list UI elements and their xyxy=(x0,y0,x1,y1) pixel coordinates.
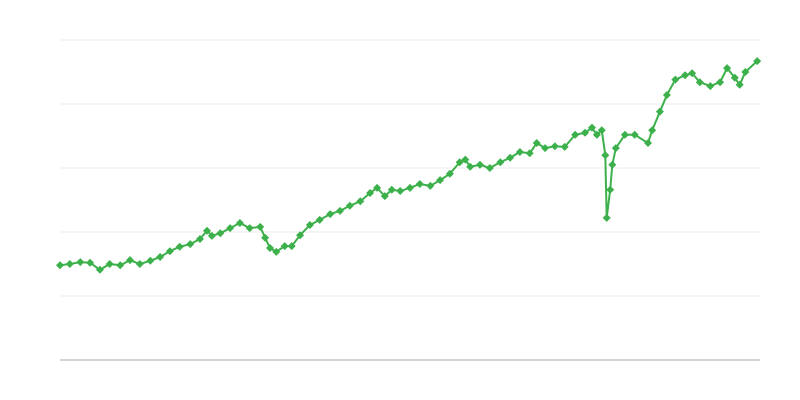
data-point-marker xyxy=(550,142,559,151)
series-line xyxy=(59,60,758,271)
data-point-marker xyxy=(525,149,534,158)
data-point-marker xyxy=(608,160,617,169)
data-point-marker xyxy=(326,210,335,219)
data-point-marker xyxy=(345,201,354,210)
data-point-marker xyxy=(175,242,184,251)
data-point-marker xyxy=(135,260,144,268)
data-point-marker xyxy=(256,222,265,231)
data-point-marker xyxy=(272,247,281,256)
data-point-marker xyxy=(126,256,134,265)
data-point-marker xyxy=(671,75,680,84)
data-point-marker xyxy=(753,57,762,66)
data-point-marker xyxy=(146,256,155,265)
gridlines xyxy=(60,39,760,297)
data-point-marker xyxy=(116,261,125,270)
data-point-marker xyxy=(606,185,615,194)
data-point-marker xyxy=(597,126,606,135)
data-point-marker xyxy=(207,231,216,240)
data-point-marker xyxy=(336,206,344,215)
data-point-marker xyxy=(287,242,296,251)
data-point-marker xyxy=(165,247,174,256)
data-point-marker xyxy=(620,130,629,139)
data-point-marker xyxy=(203,226,211,235)
data-point-marker xyxy=(356,197,365,206)
data-point-marker xyxy=(662,91,671,100)
data-point-marker xyxy=(485,164,494,172)
data-point-marker xyxy=(735,80,744,89)
data-point-marker xyxy=(387,185,396,194)
data-point-marker xyxy=(86,258,95,267)
data-point-marker xyxy=(65,260,74,268)
data-point-marker xyxy=(436,176,445,185)
data-point-marker xyxy=(373,183,382,192)
data-point-marker xyxy=(560,142,569,151)
data-point-marker xyxy=(644,139,652,148)
data-point-marker xyxy=(655,107,664,116)
data-point-marker xyxy=(461,155,470,164)
data-point-marker xyxy=(515,148,524,156)
data-point-marker xyxy=(532,139,541,148)
data-point-marker xyxy=(602,213,611,222)
data-point-marker xyxy=(648,126,657,135)
data-point-marker xyxy=(706,82,715,91)
data-point-marker xyxy=(723,64,732,73)
data-point-marker xyxy=(741,68,750,76)
data-point-marker xyxy=(688,69,697,78)
data-point-marker xyxy=(406,183,414,192)
data-point-marker xyxy=(466,162,475,171)
data-point-marker xyxy=(496,158,505,167)
data-point-marker xyxy=(695,78,704,87)
data-point-marker xyxy=(196,235,204,244)
data-point-marker xyxy=(611,144,620,153)
data-point-marker xyxy=(56,261,64,270)
data-point-marker xyxy=(105,260,114,268)
data-point-marker xyxy=(261,233,270,242)
data-point-marker xyxy=(445,169,454,178)
data-point-marker xyxy=(581,128,589,137)
data-point-marker xyxy=(716,78,725,87)
data-point-marker xyxy=(415,180,424,188)
data-point-marker xyxy=(76,258,85,267)
data-point-marker xyxy=(630,130,639,139)
data-point-marker xyxy=(455,158,464,167)
data-point-marker xyxy=(245,224,254,233)
data-point-marker xyxy=(95,265,104,274)
data-point-marker xyxy=(156,252,165,261)
data-point-marker xyxy=(280,242,289,251)
data-point-marker xyxy=(315,215,324,224)
data-point-marker xyxy=(601,151,610,160)
data-point-marker xyxy=(235,219,244,228)
data-point-marker xyxy=(186,240,195,249)
data-point-marker xyxy=(226,224,235,233)
data-point-marker xyxy=(506,153,515,162)
data-point-marker xyxy=(296,231,305,240)
data-point-marker xyxy=(216,229,225,238)
data-point-marker xyxy=(426,181,435,190)
data-point-marker xyxy=(681,71,690,80)
series-group xyxy=(56,57,762,274)
data-point-marker xyxy=(396,187,405,196)
data-point-marker xyxy=(730,73,739,82)
data-point-marker xyxy=(592,130,601,139)
data-point-marker xyxy=(476,160,484,169)
data-point-marker xyxy=(588,123,596,132)
data-point-marker xyxy=(380,192,389,201)
data-point-marker xyxy=(266,244,274,252)
data-point-marker xyxy=(305,220,314,229)
data-point-marker xyxy=(541,144,550,153)
data-point-marker xyxy=(571,130,580,139)
data-point-marker xyxy=(366,188,375,197)
